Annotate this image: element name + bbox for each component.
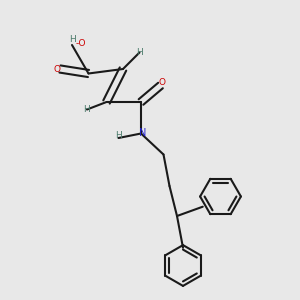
Text: H: H	[69, 35, 75, 44]
Text: O: O	[158, 78, 166, 87]
Text: -O: -O	[75, 39, 86, 48]
Text: H: H	[84, 105, 90, 114]
Text: N: N	[139, 128, 146, 139]
Text: H: H	[115, 130, 122, 140]
Text: H: H	[136, 48, 143, 57]
Text: O: O	[53, 64, 61, 74]
